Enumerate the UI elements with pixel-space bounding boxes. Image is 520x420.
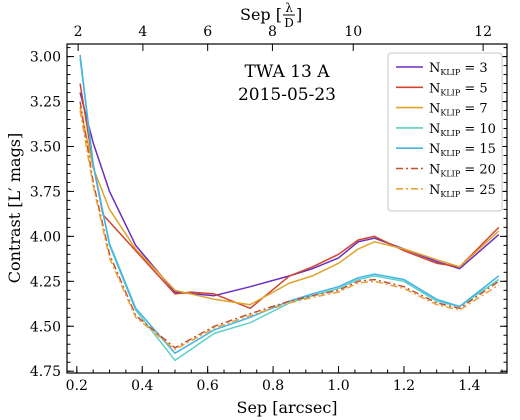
y-tick-label: 4.25 — [30, 274, 61, 290]
top-axis-title-lambda: λ — [285, 1, 293, 15]
top-tick-label: 6 — [203, 24, 212, 40]
y-axis-title: Contrast [L′ mags] — [5, 133, 24, 284]
y-tick-label: 3.75 — [30, 184, 61, 200]
x-tick-label: 0.4 — [131, 378, 153, 394]
top-tick-label: 8 — [268, 24, 277, 40]
legend-label-nklip-25: NKLIP = 25 — [429, 183, 496, 199]
annotation-target: TWA 13 A — [245, 62, 331, 82]
axis-ticks: 0.2 0.4 0.6 0.8 1.0 1.2 1.4 3.00 3.25 3.50 3.75 4.0… — [30, 24, 507, 394]
series-lines — [79, 54, 500, 362]
x-tick-label: 0.6 — [197, 378, 219, 394]
x-tick-label: 0.2 — [66, 378, 88, 394]
series-line-nklip-3 — [79, 92, 500, 297]
legend-label-nklip-5: NKLIP = 5 — [429, 81, 488, 97]
series-line-nklip-25 — [79, 110, 500, 351]
top-tick-label: 10 — [344, 24, 362, 40]
y-tick-label: 4.00 — [30, 229, 61, 245]
legend: NKLIP = 3 NKLIP = 5 NKLIP = 7 NKLIP = 10 NKL… — [387, 52, 503, 212]
legend-label-nklip-15: NKLIP = 15 — [429, 142, 496, 158]
x-tick-label: 1.2 — [393, 378, 415, 394]
legend-label-nklip-10: NKLIP = 10 — [429, 122, 496, 138]
legend-label-nklip-3: NKLIP = 3 — [429, 61, 488, 77]
top-axis-title-d: D — [284, 16, 294, 30]
y-tick-label: 3.00 — [30, 50, 61, 66]
y-tick-label: 3.50 — [30, 139, 61, 155]
top-tick-label: 4 — [138, 24, 147, 40]
x-tick-label: 0.8 — [262, 378, 284, 394]
legend-label-nklip-20: NKLIP = 20 — [429, 163, 496, 179]
top-tick-label: 2 — [74, 24, 83, 40]
top-axis-title-suffix: ] — [296, 5, 302, 24]
series-line-nklip-7 — [79, 106, 500, 306]
annotation: TWA 13 A 2015-05-23 — [238, 62, 336, 105]
legend-box — [387, 52, 503, 212]
series-line-nklip-15 — [79, 54, 500, 354]
top-axis-title-prefix: Sep [ — [240, 5, 282, 24]
y-tick-label: 3.25 — [30, 95, 61, 111]
y-tick-label: 4.75 — [30, 364, 61, 380]
y-tick-label: 4.50 — [30, 319, 61, 335]
series-line-nklip-20 — [79, 101, 500, 349]
x-tick-label: 1.0 — [327, 378, 349, 394]
series-line-nklip-5 — [79, 83, 500, 310]
top-tick-label: 12 — [474, 24, 492, 40]
top-axis-title: Sep [ λ D ] — [240, 1, 302, 30]
annotation-date: 2015-05-23 — [238, 85, 336, 105]
x-tick-label: 1.4 — [458, 378, 480, 394]
plot-frame — [66, 43, 508, 374]
x-axis-title: Sep [arcsec] — [236, 398, 337, 417]
legend-label-nklip-7: NKLIP = 7 — [429, 102, 488, 118]
